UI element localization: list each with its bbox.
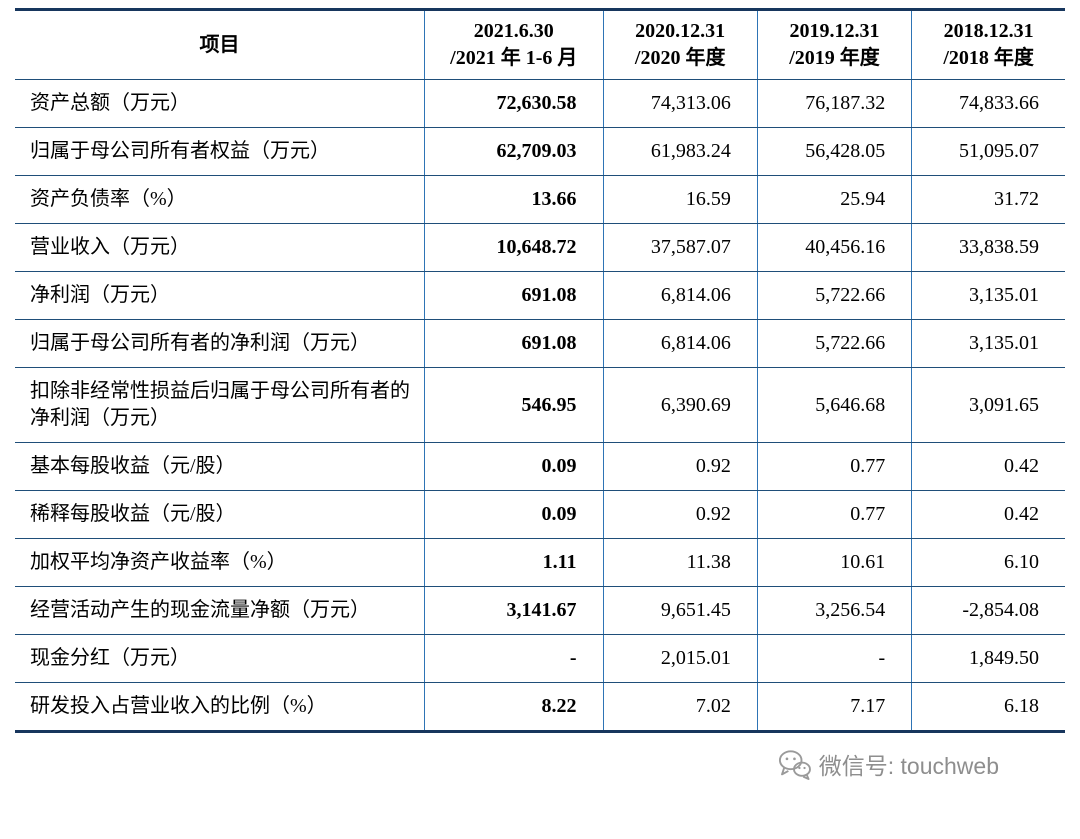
- row-label: 经营活动产生的现金流量净额（万元）: [15, 586, 425, 635]
- table-row: 归属于母公司所有者权益（万元） 62,709.03 61,983.24 56,428.…: [15, 127, 1065, 176]
- page: 项目 2021.6.30 /2021 年 1-6 月 2020.12.31 /2…: [15, 8, 1065, 781]
- row-value: 0.92: [602, 442, 758, 491]
- row-value: 3,141.67: [424, 586, 603, 635]
- row-value: 74,833.66: [911, 79, 1065, 128]
- row-label: 净利润（万元）: [15, 271, 425, 320]
- row-value: -: [424, 634, 603, 683]
- table-row: 基本每股收益（元/股） 0.09 0.92 0.77 0.42: [15, 442, 1065, 491]
- row-value: 3,135.01: [911, 271, 1065, 320]
- period-date: 2018.12.31: [943, 20, 1034, 42]
- financial-summary-table: 项目 2021.6.30 /2021 年 1-6 月 2020.12.31 /2…: [15, 8, 1065, 733]
- row-value: 7.17: [756, 682, 912, 732]
- row-value: 6.18: [911, 682, 1065, 732]
- row-value: 62,709.03: [424, 127, 603, 176]
- wechat-id-text: 微信号: touchweb: [818, 753, 999, 779]
- header-period-2019: 2019.12.31 /2019 年度: [756, 9, 912, 80]
- row-value: 1.11: [424, 538, 603, 587]
- table-row: 加权平均净资产收益率（%） 1.11 11.38 10.61 6.10: [15, 538, 1065, 587]
- row-value: 5,646.68: [756, 367, 912, 443]
- row-value: 0.42: [911, 442, 1065, 491]
- row-value: 691.08: [424, 271, 603, 320]
- row-value: 76,187.32: [756, 79, 912, 128]
- row-value: 3,256.54: [756, 586, 912, 635]
- period-date: 2019.12.31: [789, 20, 880, 42]
- row-value: -2,854.08: [911, 586, 1065, 635]
- row-value: 5,722.66: [756, 271, 912, 320]
- row-label: 加权平均净资产收益率（%）: [15, 538, 425, 587]
- row-value: 61,983.24: [602, 127, 758, 176]
- row-label: 资产总额（万元）: [15, 79, 425, 128]
- row-value: 33,838.59: [911, 223, 1065, 272]
- table-row: 现金分红（万元） -2,015.01-1,849.50: [15, 634, 1065, 683]
- row-value: 37,587.07: [602, 223, 758, 272]
- period-date: 2021.6.30: [473, 20, 554, 42]
- watermark-footer: 微信号: touchweb: [15, 747, 1065, 781]
- row-value: 6,390.69: [602, 367, 758, 443]
- row-value: 691.08: [424, 319, 603, 368]
- period-range: /2018 年度: [943, 47, 1034, 69]
- header-label-text: 项目: [199, 33, 240, 56]
- table-row: 营业收入（万元） 10,648.72 37,587.07 40,456.16 33,83…: [15, 223, 1065, 272]
- row-value: 13.66: [424, 175, 603, 224]
- period-range: /2019 年度: [789, 47, 880, 69]
- row-value: 56,428.05: [756, 127, 912, 176]
- row-value: 74,313.06: [602, 79, 758, 128]
- table-row: 扣除非经常性损益后归属于母公司所有者的净利润（万元） 546.95 6,390.69…: [15, 367, 1065, 443]
- row-value: 31.72: [911, 175, 1065, 224]
- row-value: 6,814.06: [602, 271, 758, 320]
- row-value: 7.02: [602, 682, 758, 732]
- row-value: 2,015.01: [602, 634, 758, 683]
- row-value: 8.22: [424, 682, 603, 732]
- row-value: 0.77: [756, 442, 912, 491]
- period-range: /2020 年度: [634, 47, 726, 69]
- row-label: 稀释每股收益（元/股）: [15, 490, 425, 539]
- header-period-2018: 2018.12.31 /2018 年度: [911, 9, 1065, 80]
- wechat-icon: [777, 749, 811, 780]
- header-period-2021: 2021.6.30 /2021 年 1-6 月: [424, 9, 603, 80]
- row-value: 11.38: [602, 538, 758, 587]
- table-row: 稀释每股收益（元/股） 0.09 0.92 0.77 0.42: [15, 490, 1065, 539]
- row-value: 5,722.66: [756, 319, 912, 368]
- row-value: 546.95: [424, 367, 603, 443]
- row-label: 扣除非经常性损益后归属于母公司所有者的净利润（万元）: [15, 367, 425, 443]
- header-period-2020: 2020.12.31 /2020 年度: [602, 9, 758, 80]
- row-label: 营业收入（万元）: [15, 223, 425, 272]
- table-row: 研发投入占营业收入的比例（%） 8.22 7.02 7.17 6.18: [15, 682, 1065, 732]
- row-value: 16.59: [602, 175, 758, 224]
- row-value: 40,456.16: [756, 223, 912, 272]
- header-label-col: 项目: [15, 9, 425, 80]
- table-row: 资产总额（万元） 72,630.58 74,313.06 76,187.32 74,83…: [15, 79, 1065, 128]
- row-value: 9,651.45: [602, 586, 758, 635]
- row-value: 0.09: [424, 490, 603, 539]
- row-value: 51,095.07: [911, 127, 1065, 176]
- row-value: 0.92: [602, 490, 758, 539]
- row-value: 3,135.01: [911, 319, 1065, 368]
- row-value: -: [756, 634, 912, 683]
- table-row: 资产负债率（%） 13.66 16.59 25.94 31.72: [15, 175, 1065, 224]
- row-label: 现金分红（万元）: [15, 634, 425, 683]
- table-row: 净利润（万元） 691.08 6,814.06 5,722.66 3,135.01: [15, 271, 1065, 320]
- row-value: 6,814.06: [602, 319, 758, 368]
- row-value: 72,630.58: [424, 79, 603, 128]
- table-row: 经营活动产生的现金流量净额（万元） 3,141.67 9,651.45 3,256.5…: [15, 586, 1065, 635]
- row-label: 研发投入占营业收入的比例（%）: [15, 682, 425, 732]
- header-row: 项目 2021.6.30 /2021 年 1-6 月 2020.12.31 /2…: [15, 9, 1065, 80]
- period-date: 2020.12.31: [635, 20, 726, 42]
- row-value: 6.10: [911, 538, 1065, 587]
- row-value: 25.94: [756, 175, 912, 224]
- row-value: 10.61: [756, 538, 912, 587]
- row-value: 1,849.50: [911, 634, 1065, 683]
- row-value: 0.77: [756, 490, 912, 539]
- row-value: 0.42: [911, 490, 1065, 539]
- row-label: 资产负债率（%）: [15, 175, 425, 224]
- row-value: 3,091.65: [911, 367, 1065, 443]
- row-value: 0.09: [424, 442, 603, 491]
- period-range: /2021 年 1-6 月: [450, 47, 578, 69]
- row-label: 归属于母公司所有者权益（万元）: [15, 127, 425, 176]
- table-row: 归属于母公司所有者的净利润（万元） 691.08 6,814.06 5,722.66 3…: [15, 319, 1065, 368]
- row-label: 归属于母公司所有者的净利润（万元）: [15, 319, 425, 368]
- row-label: 基本每股收益（元/股）: [15, 442, 425, 491]
- row-value: 10,648.72: [424, 223, 603, 272]
